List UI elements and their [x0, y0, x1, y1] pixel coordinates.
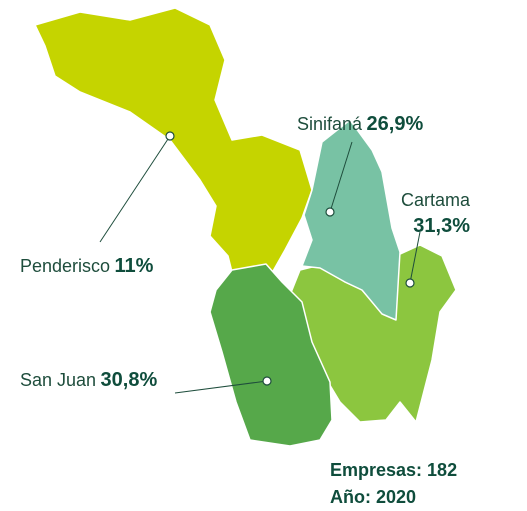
region-value: 11%: [115, 255, 154, 277]
region-dot: [165, 131, 175, 141]
region-name: San Juan: [20, 370, 96, 390]
region-label: San Juan 30,8%: [20, 369, 157, 391]
region-name: Cartama: [401, 190, 471, 210]
region-dot: [325, 207, 335, 217]
region: [34, 7, 313, 281]
footer-line: Año: 2020: [330, 487, 416, 507]
region-value: 30,8%: [101, 369, 158, 391]
labels: Penderisco 11% Cartama 31,3% Sinifaná 26,9%…: [20, 113, 471, 394]
region-label: Penderisco 11%: [20, 255, 154, 277]
region: [301, 119, 401, 321]
leader-line: [99, 135, 171, 243]
region-dot: [262, 376, 272, 386]
leader-line: [409, 231, 421, 284]
region-value: 31,3%: [413, 215, 470, 237]
region-value: 26,9%: [367, 113, 424, 135]
leader-line: [329, 141, 353, 213]
region-name: Penderisco: [20, 256, 110, 276]
footer-line: Empresas: 182: [330, 460, 457, 480]
regions: [34, 7, 457, 447]
region: [209, 263, 333, 447]
leader-line: [174, 380, 268, 394]
region-dot: [405, 278, 415, 288]
region-name: Sinifaná: [297, 114, 363, 134]
region-label: Sinifaná 26,9%: [297, 113, 423, 135]
